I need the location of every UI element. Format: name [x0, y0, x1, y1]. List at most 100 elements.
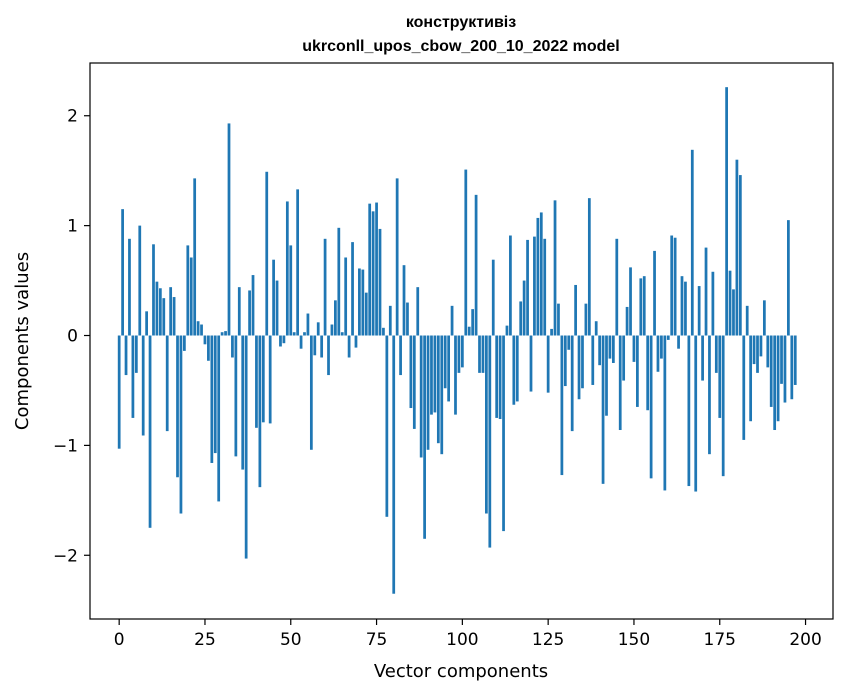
bar-193: [780, 335, 783, 384]
bar-141: [601, 335, 605, 484]
bar-26: [207, 335, 210, 361]
bar-146: [618, 335, 622, 431]
chart-title-line1: конструктивіз: [406, 14, 516, 31]
bar-114: [509, 235, 512, 336]
bar-59: [320, 335, 324, 358]
bar-168: [694, 335, 698, 492]
bar-134: [577, 335, 581, 400]
bar-16: [172, 297, 176, 336]
bar-25: [203, 335, 207, 345]
bar-86: [412, 335, 416, 429]
bar-169: [697, 286, 701, 336]
y-axis-label: Components values: [12, 252, 33, 430]
bar-32: [227, 123, 231, 336]
bar-172: [708, 335, 711, 455]
bar-3: [128, 238, 131, 336]
bar-181: [738, 175, 742, 336]
bar-140: [598, 335, 602, 366]
bar-118: [522, 280, 526, 336]
bar-36: [241, 335, 245, 470]
bar-137: [587, 198, 591, 336]
bar-73: [368, 203, 372, 336]
bar-84: [406, 302, 409, 336]
bar-94: [440, 335, 444, 455]
bar-107: [485, 335, 488, 514]
x-tick-label: 175: [704, 630, 736, 650]
bar-187: [759, 335, 763, 357]
bar-135: [581, 335, 584, 389]
x-tick-label: 125: [532, 630, 564, 650]
bar-179: [732, 289, 735, 336]
bar-162: [673, 237, 677, 336]
bar-104: [474, 194, 478, 336]
bar-55: [306, 313, 310, 336]
x-tick-label: 75: [366, 630, 388, 650]
bar-167: [690, 149, 694, 336]
bar-42: [261, 335, 265, 423]
bar-5: [134, 335, 138, 373]
y-tick-label: −2: [53, 546, 78, 566]
bar-113: [505, 325, 509, 336]
bar-123: [539, 212, 543, 336]
bar-174: [714, 335, 718, 373]
bar-34: [234, 335, 238, 457]
bar-4: [131, 335, 135, 418]
bar-95: [443, 335, 447, 389]
bar-19: [183, 335, 186, 351]
bar-18: [179, 335, 183, 514]
bar-0: [117, 335, 121, 449]
bar-160: [666, 335, 670, 340]
bar-58: [316, 322, 320, 336]
bar-112: [502, 335, 505, 532]
bar-100: [460, 335, 464, 368]
bar-61: [327, 335, 330, 376]
bar-31: [224, 331, 227, 336]
y-axis-ticks: −2 −1 0 1 2: [53, 107, 90, 566]
bar-155: [649, 335, 653, 479]
bar-184: [749, 335, 753, 422]
bar-163: [677, 335, 680, 349]
bar-66: [344, 257, 348, 336]
bar-1: [121, 209, 124, 336]
bar-108: [488, 335, 492, 548]
bar-157: [656, 335, 660, 372]
bar-128: [557, 303, 560, 336]
bar-116: [515, 335, 519, 402]
bar-82: [399, 335, 402, 376]
bar-37: [244, 335, 248, 559]
bar-165: [684, 281, 687, 336]
bar-13: [162, 298, 166, 336]
bar-183: [745, 305, 749, 336]
bar-17: [176, 335, 179, 478]
bar-96: [447, 335, 451, 402]
bar-14: [165, 335, 169, 432]
bar-145: [615, 238, 619, 336]
bar-24: [200, 324, 203, 336]
bar-15: [169, 287, 173, 336]
bar-77: [382, 327, 385, 336]
bar-159: [663, 335, 667, 491]
bar-125: [546, 335, 550, 393]
bar-121: [533, 236, 536, 336]
bar-166: [687, 335, 691, 487]
bar-99: [457, 335, 461, 373]
bar-182: [742, 335, 746, 440]
bar-191: [773, 335, 777, 431]
bar-147: [622, 335, 626, 381]
bar-196: [790, 335, 794, 400]
bar-136: [584, 303, 588, 336]
bar-189: [766, 335, 770, 368]
bar-131: [567, 335, 571, 350]
bar-49: [285, 201, 289, 336]
bar-197: [793, 335, 797, 385]
bar-50: [289, 245, 293, 336]
bar-22: [193, 178, 197, 336]
bar-44: [268, 335, 272, 424]
bar-156: [653, 250, 656, 336]
bar-171: [704, 247, 708, 336]
bar-138: [591, 335, 595, 385]
bar-195: [787, 220, 790, 336]
bar-133: [574, 284, 577, 336]
bar-40: [255, 335, 258, 428]
